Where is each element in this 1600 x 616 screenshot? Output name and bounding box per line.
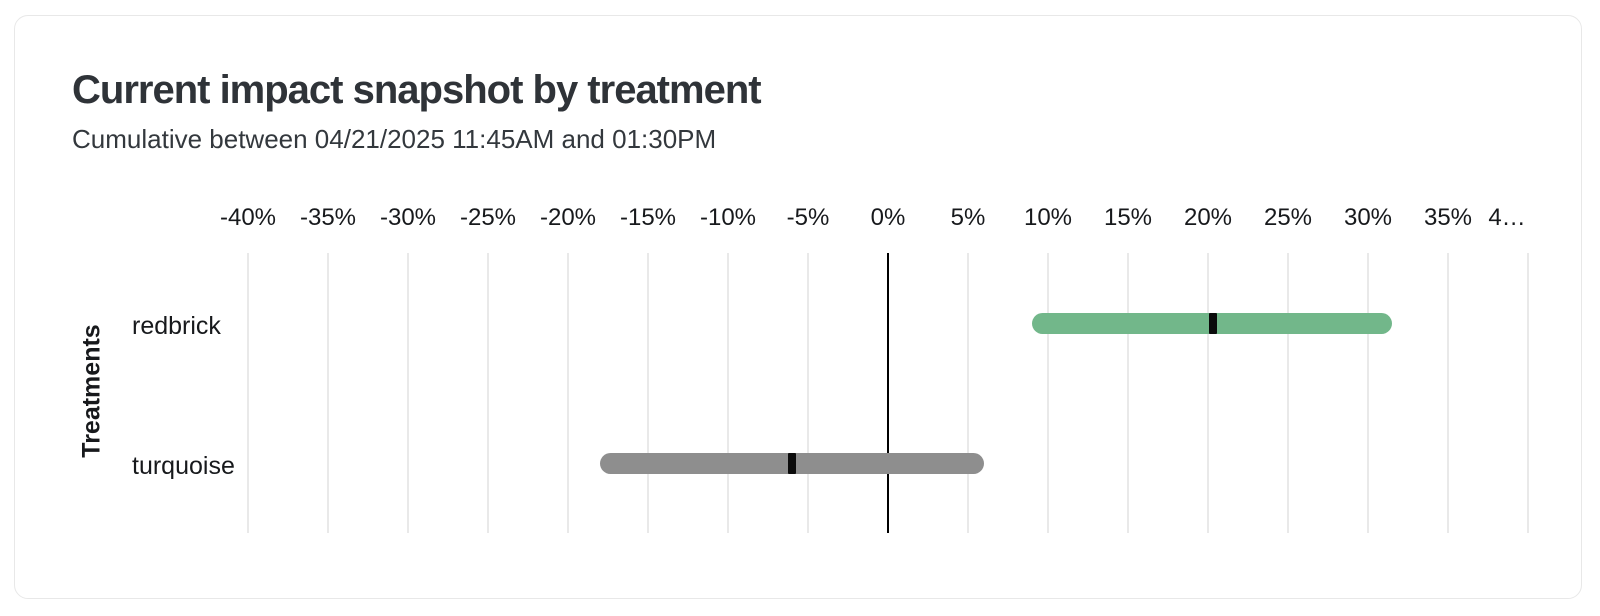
x-axis-tick-label: -20% <box>539 204 597 231</box>
x-axis-tick-label: -15% <box>619 204 677 231</box>
x-axis-tick-label: 25% <box>1263 204 1313 231</box>
x-axis-tick-label: -5% <box>786 204 830 231</box>
x-axis-tick-label: 30% <box>1343 204 1393 231</box>
point-marker-redbrick <box>1208 312 1217 334</box>
x-axis-tick-label: 4… <box>1488 204 1526 231</box>
x-axis-tick-label: 15% <box>1103 204 1153 231</box>
gridline <box>567 253 569 533</box>
gridline <box>407 253 409 533</box>
gridline <box>647 253 649 533</box>
x-axis-tick-label: -10% <box>699 204 757 231</box>
gridline <box>1367 253 1369 533</box>
gridline <box>967 253 969 533</box>
gridline <box>1127 253 1129 533</box>
gridline <box>1207 253 1209 533</box>
chart-card: Current impact snapshot by treatment Cum… <box>14 15 1582 599</box>
category-label-turquoise: turquoise <box>132 452 235 480</box>
x-axis-tick-label: -35% <box>299 204 357 231</box>
point-marker-turquoise <box>788 452 796 474</box>
gridline <box>727 253 729 533</box>
gridline <box>1527 253 1529 533</box>
x-axis-tick-label: 20% <box>1183 204 1233 231</box>
gridline <box>807 253 809 533</box>
x-axis-tick-label: -25% <box>459 204 517 231</box>
gridline <box>1447 253 1449 533</box>
gridline <box>487 253 489 533</box>
x-axis-tick-label: -30% <box>379 204 437 231</box>
chart-title: Current impact snapshot by treatment <box>72 68 762 112</box>
gridline <box>247 253 249 533</box>
category-label-redbrick: redbrick <box>132 312 221 340</box>
gridline <box>327 253 329 533</box>
gridline <box>1287 253 1289 533</box>
zero-line <box>887 253 889 533</box>
gridline <box>1047 253 1049 533</box>
x-axis-tick-label: -40% <box>219 204 277 231</box>
x-axis-tick-label: 0% <box>870 204 906 231</box>
chart-subtitle: Cumulative between 04/21/2025 11:45AM an… <box>72 124 717 154</box>
x-axis-tick-label: 10% <box>1023 204 1073 231</box>
x-axis-tick-label: 35% <box>1423 204 1473 231</box>
y-axis-title: Treatments <box>77 324 106 458</box>
x-axis-tick-label: 5% <box>950 204 986 231</box>
